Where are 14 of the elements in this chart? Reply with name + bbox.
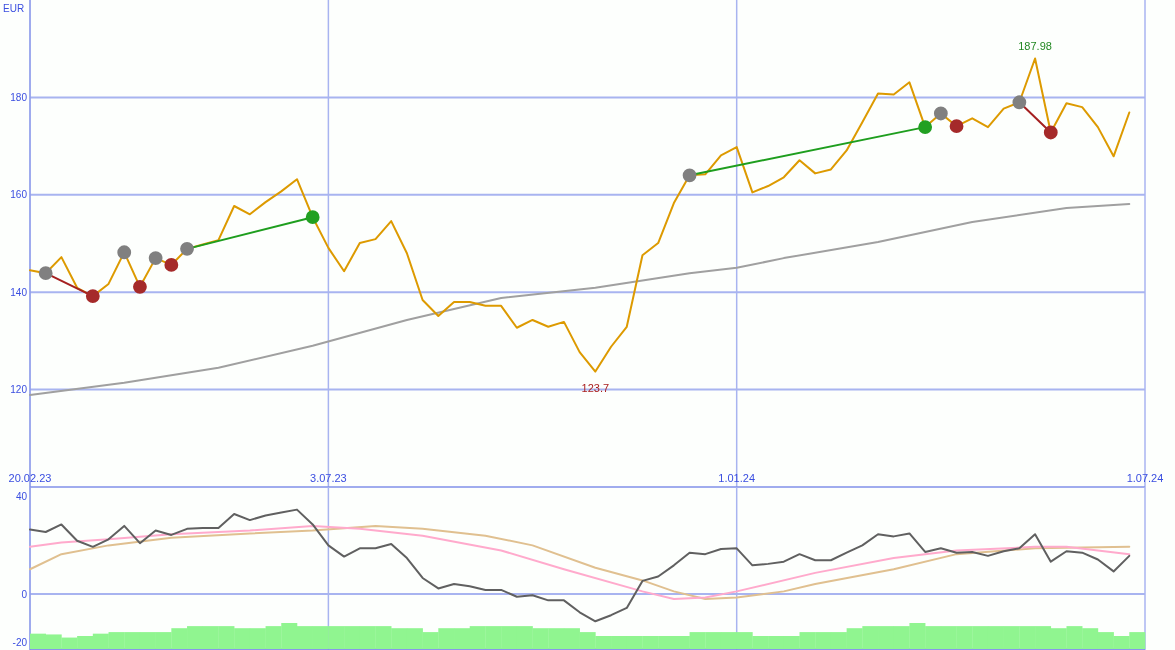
x-tick-label: 1.07.24 (1126, 472, 1164, 484)
y-axis-title: EUR (3, 3, 25, 14)
annotation: 123.7 (581, 381, 610, 394)
y-tick-label: 0 (21, 588, 28, 600)
y-tick-label: -20 (12, 637, 28, 649)
x-tick-label: 20.02.23 (8, 472, 52, 484)
y-tick-label: 160 (10, 189, 28, 201)
annotation: 187.98 (1018, 39, 1052, 52)
y-tick-label: 40 (15, 491, 28, 503)
y-tick-label: 120 (10, 384, 28, 396)
y-tick-label: 140 (10, 286, 28, 298)
x-tick-label: 1.01.24 (718, 472, 756, 484)
y-tick-label: 180 (10, 91, 28, 103)
x-tick-label: 3.07.23 (310, 472, 347, 484)
